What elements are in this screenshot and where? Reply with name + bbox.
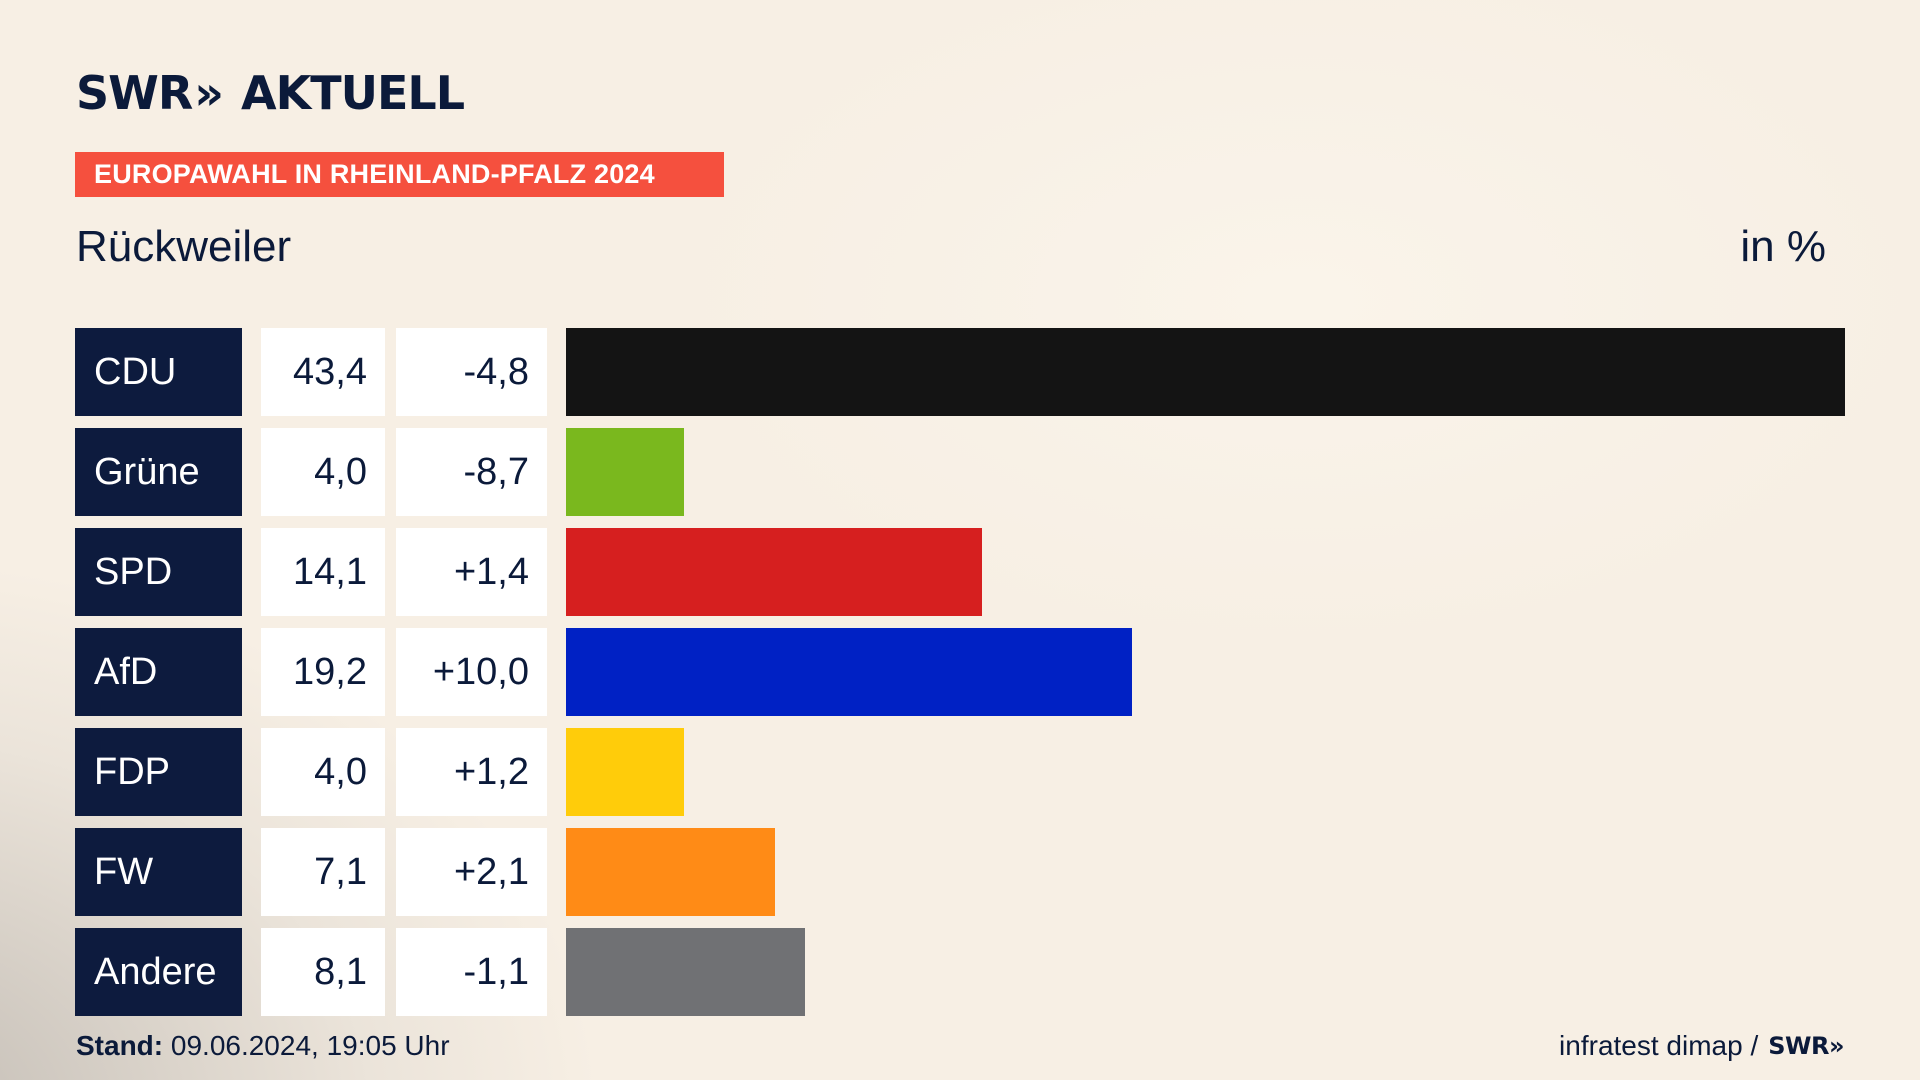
result-row: FW 7,1 +2,1 — [75, 828, 1845, 916]
bar-cdu — [566, 328, 1845, 416]
result-row: Grüne 4,0 -8,7 — [75, 428, 1845, 516]
timestamp-label: Stand: — [76, 1030, 164, 1061]
vote-share-value: 43,4 — [261, 328, 385, 416]
result-row: Andere 8,1 -1,1 — [75, 928, 1845, 1016]
result-row: FDP 4,0 +1,2 — [75, 728, 1845, 816]
vote-share-value: 4,0 — [261, 728, 385, 816]
vote-change-value: +1,4 — [396, 528, 547, 616]
timestamp-value: 09.06.2024, 19:05 Uhr — [170, 1030, 450, 1061]
bar-andere — [566, 928, 805, 1016]
vote-share-value: 7,1 — [261, 828, 385, 916]
party-label: AfD — [75, 628, 242, 716]
logo-main: SWR — [76, 66, 193, 120]
bar-spd — [566, 528, 982, 616]
place-title: Rückweiler — [76, 222, 292, 271]
result-row: CDU 43,4 -4,8 — [75, 328, 1845, 416]
swr-small-logo: SWR» — [1768, 1032, 1844, 1060]
swr-aktuell-logo: SWR » AKTUELL — [76, 66, 465, 120]
result-row: AfD 19,2 +10,0 — [75, 628, 1845, 716]
election-kicker: EUROPAWAHL IN RHEINLAND-PFALZ 2024 — [75, 152, 724, 197]
timestamp: Stand: 09.06.2024, 19:05 Uhr — [76, 1030, 450, 1062]
party-label: FDP — [75, 728, 242, 816]
vote-change-value: -4,8 — [396, 328, 547, 416]
result-row: SPD 14,1 +1,4 — [75, 528, 1845, 616]
vote-change-value: -1,1 — [396, 928, 547, 1016]
unit-label: in % — [1740, 222, 1826, 271]
party-label: SPD — [75, 528, 242, 616]
bar-afd — [566, 628, 1132, 716]
source-credit: infratest dimap / SWR» — [1559, 1030, 1844, 1062]
vote-change-value: +10,0 — [396, 628, 547, 716]
logo-sub: AKTUELL — [241, 66, 465, 120]
vote-change-value: +2,1 — [396, 828, 547, 916]
vote-change-value: -8,7 — [396, 428, 547, 516]
vote-share-value: 8,1 — [261, 928, 385, 1016]
party-label: Grüne — [75, 428, 242, 516]
bar-grüne — [566, 428, 684, 516]
vote-change-value: +1,2 — [396, 728, 547, 816]
party-label: FW — [75, 828, 242, 916]
bar-fdp — [566, 728, 684, 816]
source-text: infratest dimap / — [1559, 1030, 1759, 1061]
vote-share-value: 19,2 — [261, 628, 385, 716]
party-label: CDU — [75, 328, 242, 416]
bar-fw — [566, 828, 775, 916]
party-label: Andere — [75, 928, 242, 1016]
logo-chevrons-icon: » — [194, 66, 224, 120]
vote-share-value: 14,1 — [261, 528, 385, 616]
vote-share-value: 4,0 — [261, 428, 385, 516]
